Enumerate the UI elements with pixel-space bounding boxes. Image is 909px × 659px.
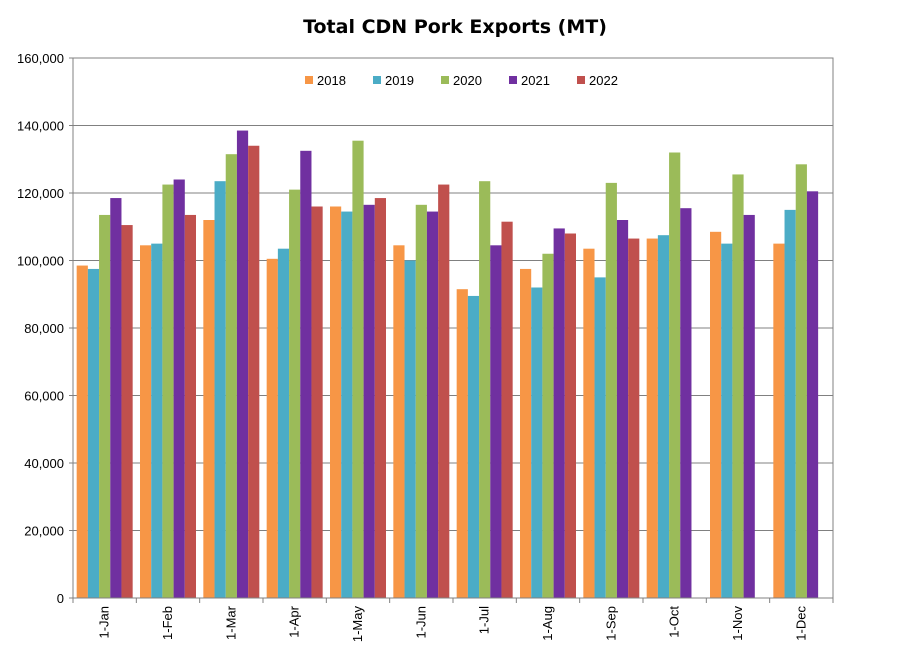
bar-2019-1-Dec bbox=[784, 209, 796, 599]
bar-2020-1-Dec bbox=[795, 164, 807, 598]
bar-2021-1-Mar bbox=[236, 130, 249, 598]
bar-2020-1-Jun bbox=[415, 204, 427, 598]
chart-title: Total CDN Pork Exports (MT) bbox=[303, 16, 607, 38]
x-tick-label: 1-Apr bbox=[287, 605, 302, 637]
legend-label-2021: 2021 bbox=[521, 73, 550, 88]
bar-2018-1-Oct bbox=[646, 238, 658, 598]
bar-2021-1-Nov bbox=[743, 214, 755, 598]
bar-2022-1-Jun bbox=[438, 184, 450, 598]
bar-2018-1-Feb bbox=[140, 245, 152, 598]
bar-2021-1-Dec bbox=[806, 191, 819, 598]
x-tick-label: 1-Aug bbox=[540, 606, 555, 641]
bar-2022-1-Aug bbox=[564, 233, 576, 598]
bar-2018-1-May bbox=[330, 206, 342, 598]
bar-2018-1-Dec bbox=[773, 243, 785, 599]
y-tick-label: 160,000 bbox=[17, 51, 64, 66]
y-tick-label: 120,000 bbox=[17, 186, 64, 201]
x-tick-label: 1-Jul bbox=[477, 606, 492, 634]
x-axis: 1-Jan 1-Feb 1-Mar 1-Apr 1-May 1-Jun 1-Jul 1-Aug… bbox=[72, 597, 834, 643]
x-tick-label: 1-Feb bbox=[160, 606, 175, 640]
bar-2018-1-Apr bbox=[266, 258, 278, 598]
legend-swatch-2020 bbox=[441, 76, 449, 84]
bar-2019-1-Sep bbox=[594, 277, 606, 599]
bar-2020-1-Mar bbox=[225, 154, 237, 598]
bar-2019-1-Mar bbox=[214, 181, 226, 598]
x-tick-label: 1-Dec bbox=[793, 606, 808, 641]
bar-2022-1-Feb bbox=[184, 214, 196, 598]
bar-2019-1-Jun bbox=[404, 260, 416, 598]
bar-2019-1-Nov bbox=[721, 243, 733, 599]
bar-2022-1-Jan bbox=[121, 225, 133, 598]
x-tick-label: 1-Sep bbox=[603, 606, 618, 641]
bar-2020-1-May bbox=[352, 140, 364, 598]
bar-2018-1-Mar bbox=[203, 220, 215, 598]
legend-swatch-2018 bbox=[305, 76, 313, 84]
bar-2019-1-Jul bbox=[467, 295, 480, 598]
bar-2022-1-May bbox=[374, 198, 386, 598]
x-tick-label: 1-Jun bbox=[413, 606, 428, 639]
y-tick-label: 80,000 bbox=[24, 321, 64, 336]
x-tick-label: 1-Jan bbox=[97, 606, 112, 639]
bar-2021-1-Oct bbox=[680, 208, 692, 598]
bar-2021-1-Feb bbox=[173, 179, 185, 598]
bar-2021-1-Aug bbox=[553, 228, 565, 598]
bar-2019-1-Feb bbox=[151, 243, 163, 599]
x-tick-label: 1-Mar bbox=[223, 605, 238, 640]
bar-2021-1-Apr bbox=[300, 150, 312, 598]
y-tick-label: 140,000 bbox=[17, 119, 64, 134]
bar-2021-1-Jul bbox=[490, 245, 502, 598]
bar-2019-1-Aug bbox=[531, 287, 543, 598]
bar-2022-1-Sep bbox=[628, 238, 640, 598]
bar-2022-1-Apr bbox=[311, 206, 323, 598]
bars bbox=[76, 130, 819, 599]
bar-2018-1-Jun bbox=[393, 245, 405, 598]
bar-2018-1-Jan bbox=[76, 265, 88, 598]
y-tick-label: 40,000 bbox=[24, 456, 64, 471]
bar-2020-1-Oct bbox=[669, 152, 681, 598]
legend-swatch-2019 bbox=[373, 76, 381, 84]
legend-label-2022: 2022 bbox=[589, 73, 618, 88]
bar-2020-1-Feb bbox=[162, 184, 174, 598]
legend: 2018 2019 2020 2021 2022 bbox=[305, 73, 618, 88]
y-axis: 0 20,000 40,000 60,000 80,000 100,000 120,000 1… bbox=[17, 51, 74, 606]
bar-2019-1-Jan bbox=[87, 268, 100, 598]
bar-2020-1-Aug bbox=[542, 253, 554, 598]
y-tick-label: 100,000 bbox=[17, 254, 64, 269]
gridlines bbox=[73, 57, 833, 531]
y-tick-label: 60,000 bbox=[24, 389, 64, 404]
bar-2018-1-Sep bbox=[583, 248, 595, 598]
x-tick-label: 1-May bbox=[350, 606, 365, 643]
bar-2019-1-Apr bbox=[277, 248, 290, 598]
y-tick-label: 20,000 bbox=[24, 524, 64, 539]
bar-2022-1-Jul bbox=[501, 221, 513, 598]
legend-swatch-2021 bbox=[509, 76, 517, 84]
bar-2018-1-Aug bbox=[520, 268, 532, 598]
bar-2021-1-May bbox=[363, 204, 375, 598]
bar-2020-1-Jul bbox=[479, 181, 491, 598]
bar-2020-1-Nov bbox=[732, 174, 744, 598]
bar-2020-1-Sep bbox=[605, 182, 617, 599]
x-tick-label: 1-Nov bbox=[730, 606, 745, 641]
bar-2020-1-Apr bbox=[289, 189, 301, 599]
legend-label-2018: 2018 bbox=[317, 73, 346, 88]
bar-2021-1-Jun bbox=[426, 211, 439, 598]
x-tick-label: 1-Oct bbox=[667, 606, 682, 638]
legend-label-2020: 2020 bbox=[453, 73, 482, 88]
bar-2021-1-Sep bbox=[616, 220, 629, 598]
bar-2019-1-May bbox=[341, 211, 353, 598]
bar-2022-1-Mar bbox=[248, 145, 260, 598]
bar-2019-1-Oct bbox=[657, 235, 670, 598]
bar-2018-1-Nov bbox=[710, 231, 722, 598]
legend-swatch-2022 bbox=[577, 76, 585, 84]
bar-2018-1-Jul bbox=[456, 289, 468, 598]
bar-2021-1-Jan bbox=[110, 198, 122, 598]
legend-label-2019: 2019 bbox=[385, 73, 414, 88]
bar-2020-1-Jan bbox=[99, 214, 111, 598]
y-tick-label: 0 bbox=[57, 591, 64, 606]
